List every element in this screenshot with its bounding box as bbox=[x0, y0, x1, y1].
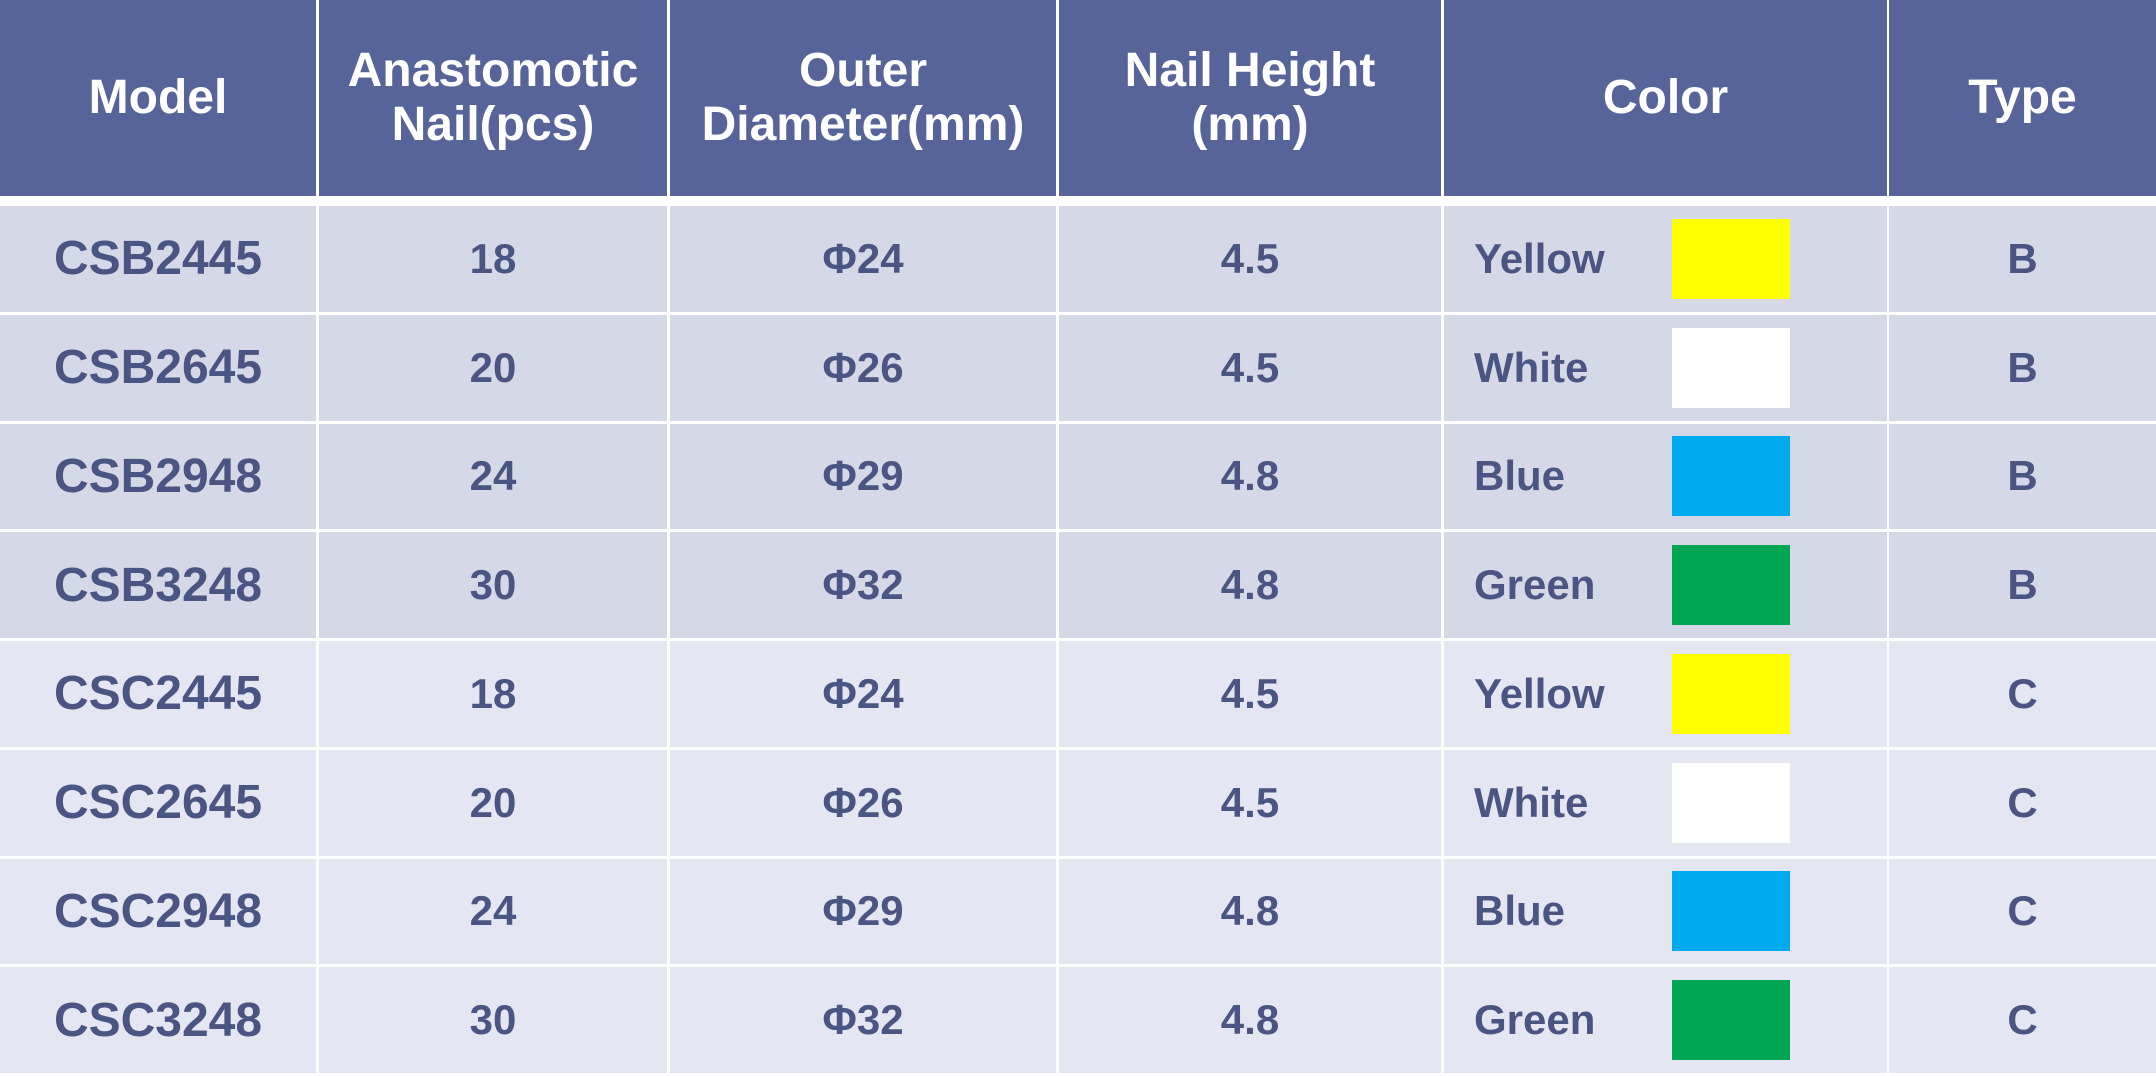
table-cell: C bbox=[1889, 641, 2156, 747]
table-cell: CSB2645 bbox=[0, 314, 316, 421]
table-cell: CSC2445 bbox=[0, 641, 316, 747]
table-cell: 24 bbox=[319, 858, 667, 965]
header-cell: Nail Height (mm) bbox=[1059, 0, 1441, 196]
table-cell: 4.5 bbox=[1059, 641, 1441, 747]
table-cell: 4.5 bbox=[1059, 314, 1441, 421]
color-name: Blue bbox=[1444, 423, 1887, 530]
header-cell: Outer Diameter(mm) bbox=[670, 0, 1056, 196]
color-swatch bbox=[1672, 871, 1790, 952]
table-cell: CSB3248 bbox=[0, 532, 316, 638]
color-name: Green bbox=[1444, 532, 1887, 638]
table-cell: B bbox=[1889, 532, 2156, 638]
table-cell: 30 bbox=[319, 967, 667, 1073]
table-cell: 4.8 bbox=[1059, 858, 1441, 965]
table-cell: Φ24 bbox=[670, 641, 1056, 747]
header-cell: Model bbox=[0, 0, 316, 196]
color-name: White bbox=[1444, 314, 1887, 421]
table-cell: Φ29 bbox=[670, 858, 1056, 965]
color-name: Yellow bbox=[1444, 641, 1887, 747]
table-cell: C bbox=[1889, 858, 2156, 965]
table-cell: 4.5 bbox=[1059, 206, 1441, 312]
color-name: Yellow bbox=[1444, 206, 1887, 312]
table-cell: Φ26 bbox=[670, 749, 1056, 856]
table-cell: CSB2948 bbox=[0, 423, 316, 530]
table-cell: 4.8 bbox=[1059, 967, 1441, 1073]
table-cell: Φ32 bbox=[670, 532, 1056, 638]
color-swatch bbox=[1672, 545, 1790, 626]
color-swatch bbox=[1672, 762, 1790, 843]
table-cell: Φ26 bbox=[670, 314, 1056, 421]
color-swatch bbox=[1672, 218, 1790, 299]
table-cell: 30 bbox=[319, 532, 667, 638]
table-cell: C bbox=[1889, 967, 2156, 1073]
color-swatch bbox=[1672, 436, 1790, 517]
table-cell: 4.8 bbox=[1059, 532, 1441, 638]
table-cell: Φ32 bbox=[670, 967, 1056, 1073]
table-cell: B bbox=[1889, 423, 2156, 530]
table-cell: 20 bbox=[319, 749, 667, 856]
table-cell: CSC2948 bbox=[0, 858, 316, 965]
header-cell: Type bbox=[1889, 0, 2156, 196]
header-cell: Anastomotic Nail(pcs) bbox=[319, 0, 667, 196]
color-name: Green bbox=[1444, 967, 1887, 1073]
table-cell: 20 bbox=[319, 314, 667, 421]
table-cell: 18 bbox=[319, 206, 667, 312]
table-cell: B bbox=[1889, 314, 2156, 421]
color-name: Blue bbox=[1444, 858, 1887, 965]
header-cell: Color bbox=[1444, 0, 1887, 196]
color-swatch bbox=[1672, 327, 1790, 408]
table-cell: CSC2645 bbox=[0, 749, 316, 856]
table-cell: C bbox=[1889, 749, 2156, 856]
color-name: White bbox=[1444, 749, 1887, 856]
table-cell: CSC3248 bbox=[0, 967, 316, 1073]
table-cell: 4.8 bbox=[1059, 423, 1441, 530]
color-swatch bbox=[1672, 980, 1790, 1061]
table-cell: 4.5 bbox=[1059, 749, 1441, 856]
table-cell: CSB2445 bbox=[0, 206, 316, 312]
table-cell: 24 bbox=[319, 423, 667, 530]
table-cell: Φ24 bbox=[670, 206, 1056, 312]
color-swatch bbox=[1672, 653, 1790, 734]
table-cell: Φ29 bbox=[670, 423, 1056, 530]
table-cell: B bbox=[1889, 206, 2156, 312]
table-cell: 18 bbox=[319, 641, 667, 747]
